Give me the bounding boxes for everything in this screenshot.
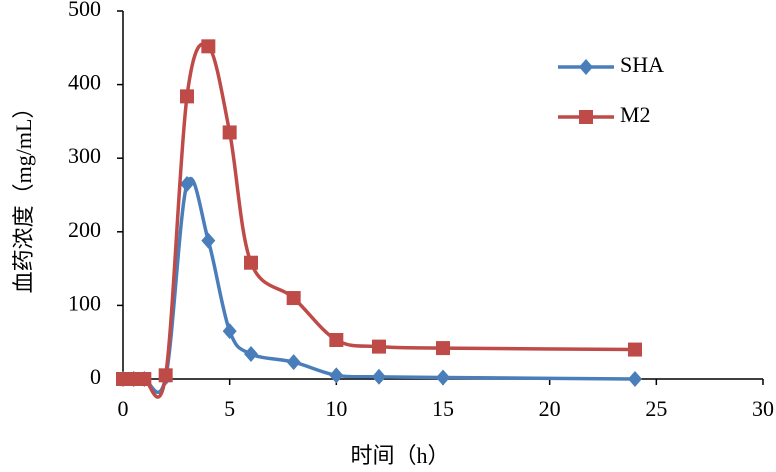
data-point <box>116 372 130 386</box>
x-tick-label: 0 <box>118 396 129 421</box>
x-tick-label: 15 <box>432 396 454 421</box>
y-axis-label: 血药浓度（mg/mL） <box>11 97 36 294</box>
x-tick-label: 30 <box>752 396 774 421</box>
data-point <box>244 255 258 270</box>
data-point <box>180 175 194 192</box>
y-tick-label: 300 <box>68 143 101 168</box>
legend-marker <box>579 59 593 75</box>
data-point <box>286 291 301 306</box>
x-tick-label: 10 <box>325 396 347 421</box>
data-point <box>436 341 450 356</box>
y-tick-label: 400 <box>68 70 101 95</box>
data-point <box>244 345 258 362</box>
y-tick-label: 200 <box>68 217 101 242</box>
data-point <box>628 371 642 387</box>
x-axis-label: 时间（h） <box>350 443 449 468</box>
data-point <box>180 89 194 104</box>
data-point <box>329 332 344 347</box>
x-tick-label: 20 <box>539 396 561 421</box>
legend-label: SHA <box>620 52 664 77</box>
y-tick-label: 100 <box>68 290 101 315</box>
data-point <box>126 372 141 386</box>
data-point <box>286 354 301 371</box>
data-point <box>158 368 173 383</box>
data-point <box>628 342 642 357</box>
data-point <box>372 368 386 385</box>
x-tick-label: 25 <box>645 396 667 421</box>
data-point <box>201 232 216 249</box>
data-point <box>436 369 450 386</box>
data-point <box>137 372 152 386</box>
data-point <box>329 367 344 384</box>
data-point <box>201 39 216 54</box>
data-point <box>372 339 386 354</box>
x-tick-label: 5 <box>224 396 235 421</box>
legend-marker <box>579 110 593 124</box>
legend-label: M2 <box>620 102 651 127</box>
y-tick-label: 500 <box>68 0 101 21</box>
series-line <box>122 176 636 395</box>
y-tick-label: 0 <box>90 364 101 389</box>
data-point <box>222 323 237 340</box>
data-point <box>222 125 237 140</box>
